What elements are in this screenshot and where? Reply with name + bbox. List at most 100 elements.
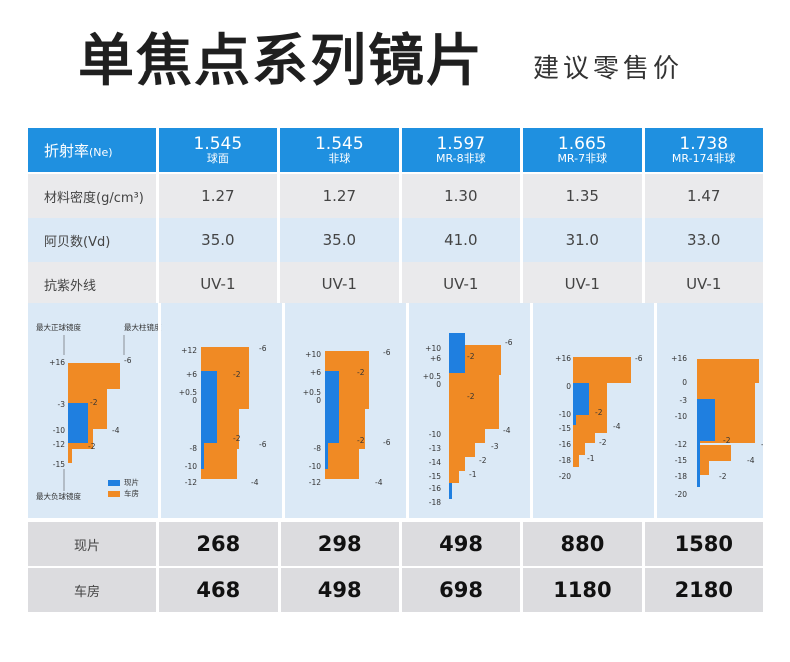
header-col: 1.738 MR-174非球	[644, 128, 763, 172]
range-bar	[573, 431, 595, 443]
column-separator	[406, 303, 409, 518]
header-col: 1.597 MR-8非球	[401, 128, 521, 172]
axis-tick: +16	[555, 354, 571, 363]
row-label: 材料密度(g/cm³)	[28, 174, 156, 218]
bar-label: -2	[479, 456, 487, 465]
bar-label: -2	[233, 434, 241, 443]
axis-tick: +0.5	[303, 388, 321, 397]
refractive-index: 1.738	[679, 134, 729, 154]
axis-tick: -10	[185, 462, 197, 471]
density-row: 材料密度(g/cm³) 1.27 1.27 1.30 1.35 1.47	[28, 174, 763, 218]
legend-bar-label: -4	[112, 426, 120, 435]
uv-value: UV-1	[280, 262, 399, 306]
price: 468	[196, 578, 241, 602]
price: 268	[196, 532, 241, 556]
range-bar	[108, 491, 120, 497]
price-label: 现片	[28, 522, 157, 566]
price: 698	[439, 578, 483, 602]
header-row: 折射率(Ne) 1.545 球面 1.545 非球 1.597 MR-8非球 1.66…	[28, 128, 763, 172]
axis-tick: -10	[429, 430, 441, 439]
bar-label: -2	[723, 436, 731, 445]
axis-tick: -18	[559, 456, 571, 465]
range-bar	[201, 443, 204, 469]
axis-tick: -16	[429, 484, 441, 493]
range-bar	[449, 333, 465, 373]
range-bar	[93, 389, 107, 429]
price-value: 698	[401, 568, 521, 612]
range-bar	[573, 443, 585, 455]
page-title: 单焦点系列镜片	[78, 29, 484, 94]
price: 880	[560, 532, 605, 556]
legend-tick: -12	[53, 440, 65, 449]
legend-max-plus: 最大正球镜度	[36, 322, 81, 332]
axis-tick: +0.5	[179, 388, 197, 397]
range-bar	[108, 480, 120, 486]
axis-tick: -18	[429, 498, 441, 507]
lens-type: MR-174非球	[671, 152, 736, 165]
axis-tick: +6	[310, 368, 321, 377]
bar-label: -6	[505, 338, 513, 347]
range-bar	[573, 455, 579, 467]
abbe-value: 33.0	[644, 218, 763, 262]
header-col: 1.545 球面	[158, 128, 278, 172]
axis-tick: +6	[430, 354, 441, 363]
axis-tick: -16	[559, 440, 571, 449]
axis-tick: -10	[309, 462, 321, 471]
axis-tick: -8	[314, 444, 322, 453]
price-value: 1180	[523, 568, 642, 612]
lens-type: 球面	[206, 152, 229, 165]
bar-label: -4	[251, 478, 259, 487]
bar-label: -6	[383, 348, 391, 357]
range-bar	[449, 483, 452, 499]
axis-tick: -12	[185, 478, 197, 487]
bar-label: -4	[503, 426, 511, 435]
axis-tick: +0.5	[423, 372, 441, 381]
range-bar	[449, 375, 499, 429]
legend-max-cyl: 最大柱镜度	[124, 322, 162, 332]
legend-bar-label: -2	[90, 398, 98, 407]
axis-tick: 0	[436, 380, 441, 389]
axis-tick: -10	[559, 410, 571, 419]
range-bar	[68, 363, 120, 389]
price: 498	[439, 532, 483, 556]
price: 498	[317, 578, 362, 602]
bar-label: -6	[635, 354, 643, 363]
price-value: 268	[159, 522, 278, 566]
axis-tick: -12	[675, 440, 687, 449]
legend-tick: -15	[53, 460, 65, 469]
bar-label: -4	[375, 478, 383, 487]
bar-label: -1	[469, 470, 477, 479]
bar-label: -6	[383, 438, 391, 447]
axis-tick: +10	[425, 344, 441, 353]
density-value: 1.30	[401, 174, 521, 218]
uv-value: UV-1	[158, 262, 278, 306]
header-col: 1.665 MR-7非球	[523, 128, 642, 172]
axis-tick: -10	[675, 412, 687, 421]
axis-tick: -15	[559, 424, 571, 433]
legend-bar-label: -6	[124, 356, 132, 365]
abbe-row: 阿贝数(Vd) 35.0 35.0 41.0 31.0 33.0	[28, 218, 763, 262]
column-separator	[530, 303, 533, 518]
bar-label: -2	[719, 472, 727, 481]
price-value: 468	[159, 568, 278, 612]
price-value: 498	[280, 568, 399, 612]
axis-tick: -20	[559, 472, 571, 481]
axis-tick: -20	[675, 490, 687, 499]
bar-label: -4	[747, 456, 755, 465]
range-bar	[449, 429, 485, 443]
price: 298	[317, 532, 362, 556]
column-separator	[158, 303, 161, 518]
price-value: 880	[523, 522, 642, 566]
legend-custom: 车房	[124, 488, 139, 498]
header-col: 1.545 非球	[280, 128, 399, 172]
lens-type: 非球	[328, 152, 351, 165]
axis-tick: -8	[190, 444, 198, 453]
bar-label: -2	[467, 392, 475, 401]
abbe-value: 35.0	[158, 218, 278, 262]
abbe-value: 31.0	[523, 218, 642, 262]
axis-tick: +10	[305, 350, 321, 359]
axis-tick: -3	[680, 396, 688, 405]
range-bar	[573, 357, 631, 383]
refractive-index: 1.597	[436, 134, 486, 154]
bar-label: -1	[587, 454, 595, 463]
